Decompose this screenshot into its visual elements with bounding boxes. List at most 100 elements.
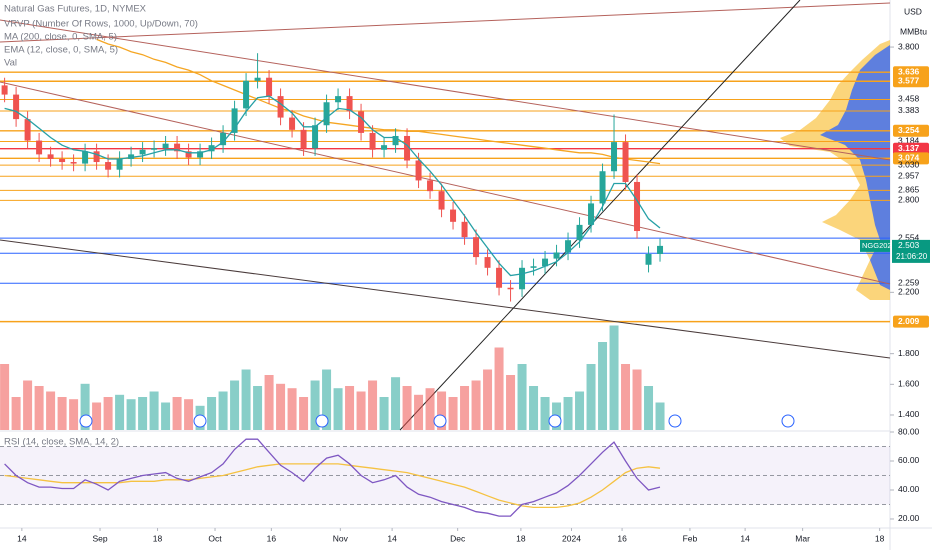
x-tick-label: 18: [875, 533, 885, 543]
level-label: 2.259: [898, 278, 920, 288]
candle-body: [346, 96, 353, 112]
volume-bar: [655, 402, 665, 430]
candle-body: [622, 142, 629, 182]
volume-bar: [598, 342, 608, 430]
y-tick-label: 1.800: [898, 348, 920, 358]
level-label: 3.074: [898, 153, 920, 163]
level-badge: [893, 75, 929, 88]
candle-body: [151, 148, 158, 150]
candle-body: [634, 181, 641, 232]
candle-body: [358, 111, 365, 133]
volume-bar: [138, 397, 148, 430]
event-icon[interactable]: [193, 414, 207, 428]
candle-body: [484, 257, 491, 268]
volume-bar: [207, 397, 217, 430]
candle-body: [553, 252, 560, 259]
ema-line: [4, 95, 661, 277]
volume-bar: [322, 369, 332, 430]
volume-bar: [115, 394, 125, 430]
event-icon[interactable]: [79, 414, 93, 428]
candle-body: [266, 77, 273, 97]
rsi-title: RSI (14, close, SMA, 14, 2): [4, 437, 119, 448]
x-tick-label: 18: [153, 533, 163, 543]
candle-body: [496, 267, 503, 288]
candle-body: [105, 162, 112, 170]
volume-bar: [414, 394, 424, 430]
volume-bar: [483, 369, 493, 430]
volume-bar: [356, 391, 366, 430]
volume-bar: [632, 369, 642, 430]
last-time: 21:06:20: [896, 252, 928, 261]
rsi-ma-line: [4, 463, 661, 509]
x-tick-label: 16: [267, 533, 277, 543]
trendline: [399, 0, 801, 431]
candle-body: [289, 117, 296, 130]
volume-bar: [471, 380, 481, 430]
candle-body: [392, 135, 399, 146]
candle-body: [645, 254, 652, 265]
candle-body: [116, 158, 123, 170]
trendline: [0, 81, 891, 285]
level-badge: [893, 142, 929, 155]
rsi-tick-label: 40.00: [898, 484, 920, 494]
level-label: 3.577: [898, 75, 920, 85]
candle-body: [404, 135, 411, 161]
level-label: 3.137: [898, 143, 920, 153]
volume-bar: [0, 364, 10, 430]
rsi-pane: [0, 438, 890, 517]
volume-bar: [425, 388, 435, 430]
trendline: [0, 239, 891, 359]
candle-body: [254, 77, 261, 81]
y-tick-label: 1.600: [898, 379, 920, 389]
volume-bar: [11, 397, 21, 430]
currency: USD: [904, 6, 922, 16]
level-label: 2.554: [898, 232, 920, 242]
candle-body: [450, 209, 457, 222]
event-icon[interactable]: [315, 414, 329, 428]
volume-bar: [69, 399, 79, 430]
volume-bar: [391, 377, 401, 430]
trendlines: [0, 0, 891, 431]
candle-body: [369, 132, 376, 150]
candle-body: [220, 132, 227, 146]
x-tick-label: Nov: [333, 533, 349, 543]
volume-bar: [80, 383, 90, 430]
level-badge: [893, 315, 929, 328]
candle-body: [82, 151, 89, 164]
last-badge: [860, 239, 890, 252]
level-label: 3.184: [898, 136, 920, 146]
volume-bar: [621, 364, 631, 430]
y-tick-label: 3.800: [898, 41, 920, 51]
event-icon[interactable]: [668, 414, 682, 428]
volume-bar: [92, 402, 102, 430]
x-tick-label: 2024: [562, 533, 581, 543]
volume-bar: [563, 397, 573, 430]
event-icon[interactable]: [781, 414, 795, 428]
x-tick-label: Sep: [92, 533, 107, 543]
event-icon[interactable]: [548, 414, 562, 428]
volume-profile-down: [820, 45, 890, 290]
indicator-label: Val: [4, 58, 17, 69]
candle-body: [243, 80, 250, 109]
candle-body: [657, 245, 664, 255]
volume-bar: [276, 383, 286, 430]
x-tick-label: 14: [740, 533, 750, 543]
indicator-label: EMA (12, close, 0, SMA, 5): [4, 45, 118, 56]
last-price-badge: [892, 239, 930, 263]
level-badge: [893, 66, 929, 79]
volume-bar: [494, 347, 504, 430]
rsi-tick-label: 60.00: [898, 455, 920, 465]
volume-bar: [448, 397, 458, 430]
volume-bar: [644, 386, 654, 430]
candle-body: [611, 142, 618, 172]
candle-body: [197, 151, 204, 158]
x-tick-label: Mar: [795, 533, 810, 543]
level-label: 3.383: [898, 105, 920, 115]
rsi-tick-label: 20.00: [898, 513, 920, 523]
candle-body: [323, 102, 330, 126]
x-tick-label: 16: [617, 533, 627, 543]
event-icon[interactable]: [433, 414, 447, 428]
volume-bar: [230, 380, 240, 430]
volume-bar: [333, 388, 343, 430]
